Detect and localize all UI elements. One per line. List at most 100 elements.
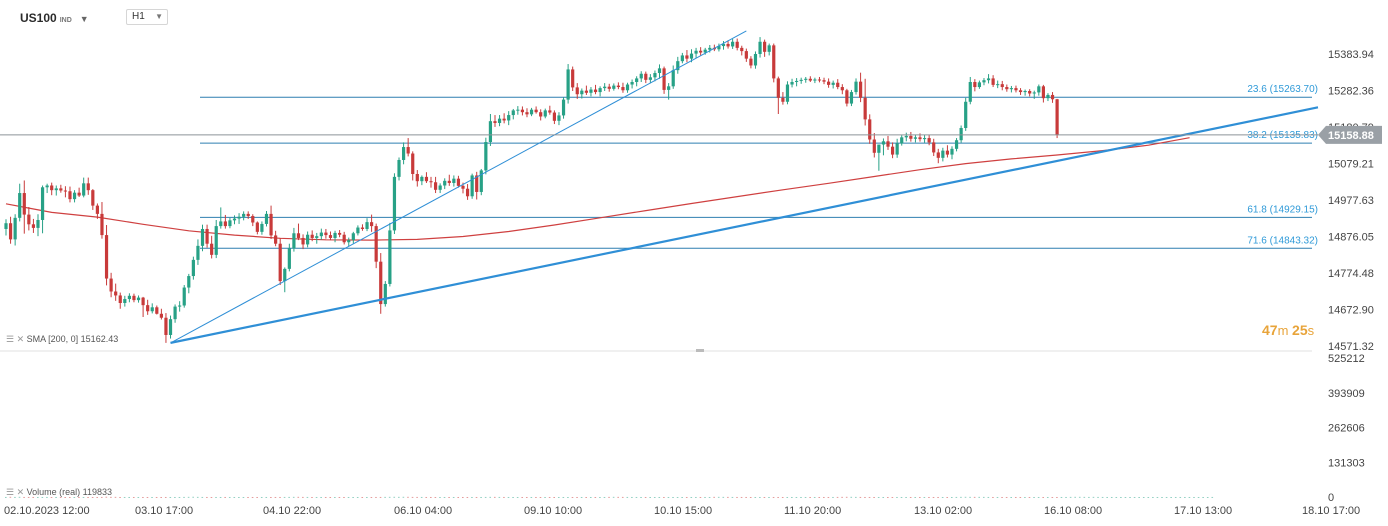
volume-bar (699, 496, 702, 498)
sma-200-line (5, 137, 1190, 241)
candle-body (507, 115, 511, 121)
candle-body (91, 190, 95, 206)
candle-body (836, 82, 840, 88)
volume-bar (73, 496, 76, 498)
volume-bar (137, 496, 140, 498)
volume-bar (343, 496, 345, 498)
candle-body (109, 278, 113, 292)
volume-bar (539, 496, 542, 498)
volume-bar (589, 496, 592, 498)
candle-body (310, 234, 314, 238)
volume-bar (64, 496, 67, 498)
candle-body (1005, 87, 1009, 90)
volume-bar (594, 496, 597, 498)
price-tick-label: 14571.32 (1328, 341, 1374, 353)
candle-body (260, 223, 264, 232)
candle-body (182, 287, 186, 306)
volume-bar (544, 496, 546, 498)
candle-body (420, 176, 424, 182)
countdown-minutes: 47 (1262, 322, 1278, 338)
volume-bar (763, 496, 766, 498)
time-tick-label: 03.10 17:00 (135, 505, 193, 517)
volume-bar (1211, 496, 1214, 498)
countdown-seconds-unit: s (1307, 323, 1315, 338)
candle-body (890, 146, 895, 155)
volume-bar (375, 496, 377, 498)
candle-body (374, 226, 378, 262)
volume-bar (1110, 496, 1113, 498)
volume-bar (388, 496, 391, 498)
indicator-menu-icon[interactable]: ☰ ✕ (6, 334, 25, 344)
candle-body (831, 82, 835, 85)
timeframe-selector[interactable]: H1 ▼ (126, 9, 168, 25)
candle-body (388, 230, 392, 284)
symbol-selector[interactable]: US100 IND ▼ (20, 11, 89, 25)
volume-bar (740, 496, 743, 498)
volume-bar (1060, 496, 1063, 498)
volume-bar (964, 496, 967, 498)
volume-bar (9, 496, 12, 498)
volume-bar (1083, 496, 1086, 498)
candle-body (246, 213, 250, 217)
candle-body (255, 222, 259, 232)
volume-bar (27, 496, 30, 498)
volume-bar (452, 496, 455, 498)
candle-body (744, 51, 748, 59)
volume-bar (224, 496, 226, 498)
candle-body (648, 77, 652, 80)
candle-body (470, 175, 474, 197)
volume-bar (384, 496, 386, 498)
candle-body (164, 317, 168, 335)
volume-bar (242, 496, 245, 498)
volume-bar (187, 496, 190, 498)
candle-body (205, 228, 209, 244)
candle-body (237, 216, 241, 219)
volume-bar (219, 496, 222, 498)
volume-bar (82, 496, 85, 498)
volume-bar (608, 496, 610, 498)
volume-bar (196, 496, 199, 498)
candle-body (932, 142, 936, 153)
volume-tick-label: 525212 (1328, 353, 1365, 365)
candle-body (406, 147, 410, 154)
candle-body (575, 87, 579, 95)
volume-bar (1028, 496, 1031, 498)
volume-bar (320, 496, 322, 498)
candle-body (776, 78, 780, 98)
volume-bar (800, 496, 802, 498)
volume-bar (1179, 496, 1182, 498)
candle-body (566, 69, 570, 100)
volume-bar (338, 496, 341, 498)
volume-bar (1142, 496, 1145, 498)
volume-bar (923, 496, 926, 498)
volume-bar (896, 496, 898, 498)
candle-body (676, 61, 680, 71)
volume-bar (667, 496, 670, 498)
volume-bar (663, 496, 665, 498)
volume-bar (55, 496, 57, 498)
volume-bar (731, 496, 734, 498)
volume-bar (832, 496, 834, 498)
candle-body (680, 55, 684, 62)
volume-bar (617, 496, 619, 498)
volume-bar (512, 496, 514, 498)
volume-bar (1046, 496, 1049, 498)
candle-body (721, 43, 726, 47)
candle-body (118, 295, 122, 303)
volume-bar (123, 496, 126, 498)
timeframe-label: H1 (132, 11, 145, 22)
candle-body (982, 80, 986, 83)
volume-bar (713, 496, 715, 498)
volume-bar (1092, 496, 1095, 498)
candle-body (82, 183, 86, 196)
volume-bar (612, 496, 615, 498)
candle-body (525, 112, 529, 115)
volume-bar (96, 496, 98, 498)
volume-bar (960, 496, 962, 498)
indicator-menu-icon[interactable]: ☰ ✕ (6, 487, 25, 497)
candle-body (497, 118, 502, 123)
candle-body (895, 143, 899, 155)
volume-bar (1120, 496, 1122, 498)
volume-bar (580, 496, 583, 498)
